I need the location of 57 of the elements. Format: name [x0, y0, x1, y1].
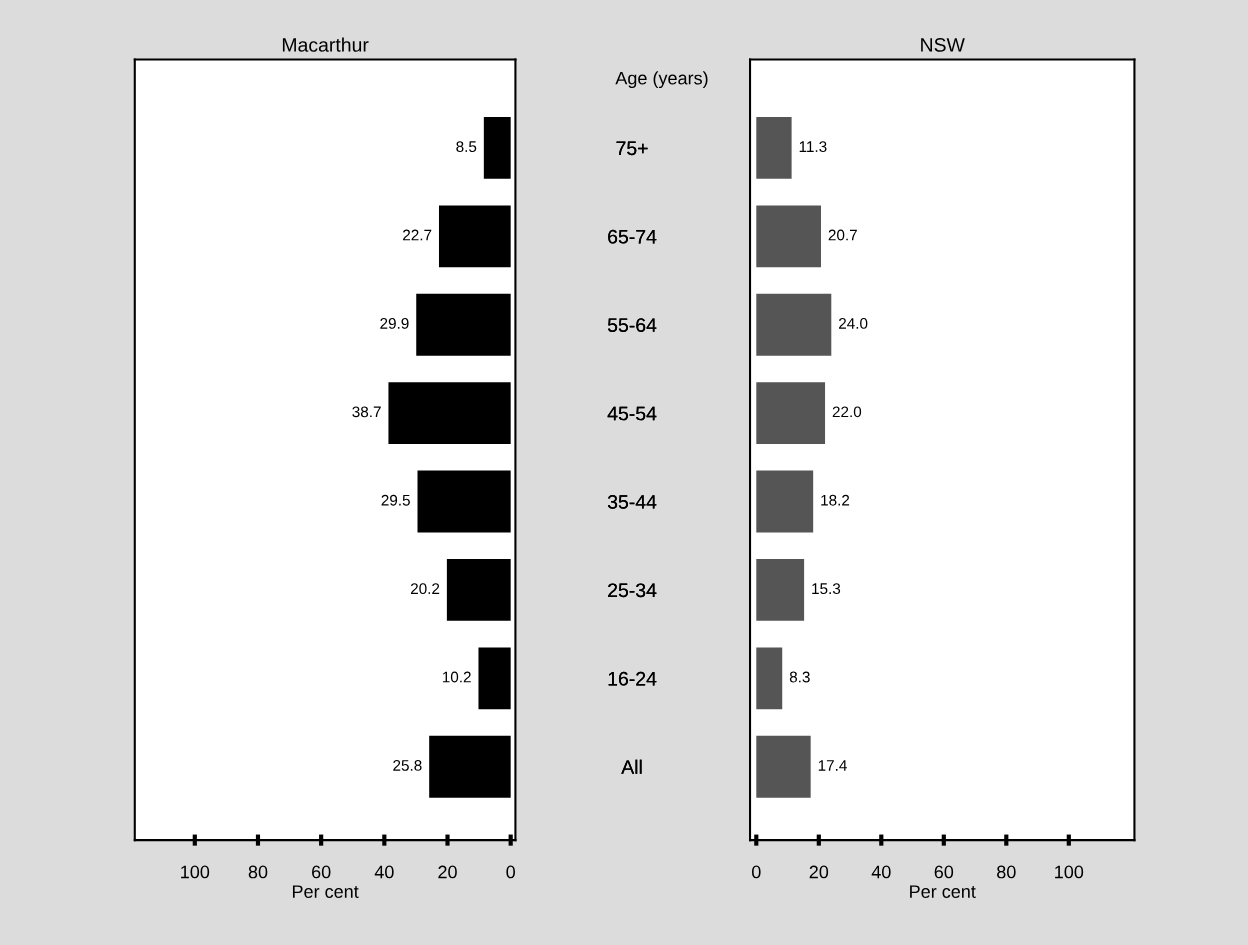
bar: [756, 558, 805, 621]
bar: [388, 382, 511, 445]
x-tick-label: 0: [751, 865, 761, 879]
x-tick-label: 40: [871, 865, 891, 879]
bar: [756, 205, 821, 268]
x-tick-label: 60: [934, 865, 954, 879]
bar: [416, 293, 511, 356]
chart-title: Macarthur: [282, 37, 369, 52]
y-tick-label: 65-74: [608, 229, 657, 244]
y-axis-title: Age (years): [615, 71, 708, 89]
bar: [417, 470, 511, 533]
bar: [756, 382, 826, 445]
data-label: 8.3: [789, 671, 810, 683]
data-label: 11.3: [799, 141, 827, 153]
bar: [756, 116, 792, 179]
data-label: 17.4: [818, 760, 847, 771]
bar: [446, 558, 511, 621]
data-label: 20.2: [410, 583, 440, 595]
bar: [478, 647, 511, 710]
x-tick-label: 80: [248, 865, 268, 879]
x-axis-title: Per cent: [292, 885, 359, 898]
y-tick-label: 55-64: [607, 318, 657, 332]
data-label: 20.7: [828, 229, 857, 241]
bar: [429, 735, 511, 798]
x-tick-label: 40: [374, 865, 394, 879]
x-tick-label: 0: [506, 865, 515, 879]
data-label: 22.0: [832, 406, 862, 418]
y-tick-label: 45-54: [607, 406, 657, 421]
data-label: 29.9: [380, 318, 409, 329]
data-label: 10.2: [442, 671, 471, 683]
y-tick-label: 25-34: [608, 583, 657, 598]
data-label: 8.5: [456, 141, 477, 153]
data-label: 38.7: [352, 406, 381, 418]
x-axis-title: Per cent: [910, 885, 976, 898]
x-tick-label: 80: [997, 865, 1016, 879]
y-tick-label: 75+: [616, 141, 648, 156]
y-tick-label: 35-44: [607, 495, 657, 509]
y-tick-label: All: [621, 759, 642, 774]
x-tick-label: 60: [312, 865, 331, 879]
data-label: 15.3: [812, 583, 841, 595]
x-tick-label: 20: [438, 865, 457, 879]
bar: [438, 205, 511, 268]
data-label: 18.2: [821, 494, 850, 506]
data-label: 29.5: [381, 494, 410, 506]
data-label: 24.0: [839, 318, 868, 329]
bar: [483, 116, 511, 179]
bar: [756, 293, 832, 356]
data-label: 22.7: [403, 229, 432, 241]
bar: [756, 647, 783, 710]
x-tick-label: 100: [181, 865, 210, 879]
x-tick-label: 20: [809, 865, 829, 879]
bar: [756, 470, 814, 533]
bar: [756, 735, 811, 798]
data-label: 25.8: [393, 760, 422, 771]
chart-title: NSW: [921, 38, 965, 52]
y-tick-label: 16-24: [608, 671, 657, 686]
x-tick-label: 100: [1055, 865, 1084, 879]
